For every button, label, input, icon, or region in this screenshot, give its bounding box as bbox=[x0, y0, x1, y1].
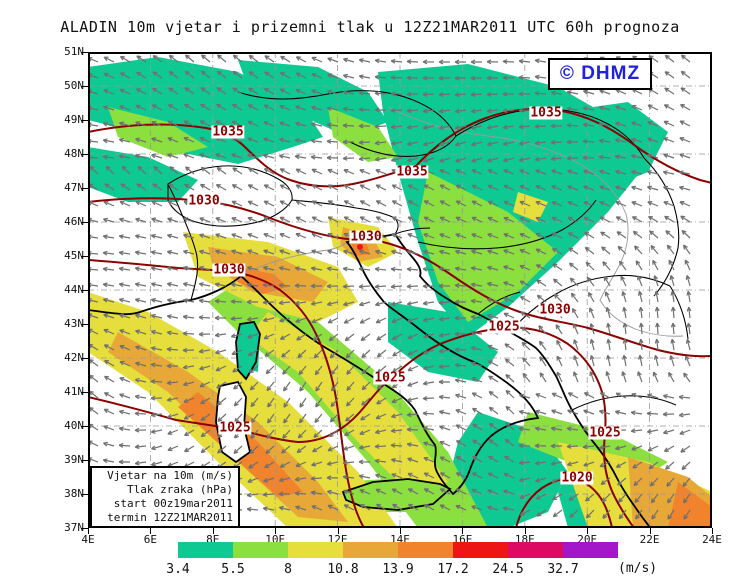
colorbar-value: 32.7 bbox=[547, 562, 579, 577]
lat-tick bbox=[81, 426, 88, 427]
lat-tick bbox=[81, 188, 88, 189]
legend-line-wind: Vjetar na 10m (m/s) bbox=[107, 469, 233, 482]
lat-tick bbox=[81, 290, 88, 291]
colorbar-value: 10.8 bbox=[327, 562, 359, 577]
lat-label: 51N bbox=[64, 45, 84, 58]
isobar-label: 1030 bbox=[538, 302, 572, 318]
lat-label: 47N bbox=[64, 181, 84, 194]
lat-tick bbox=[81, 154, 88, 155]
colorbar-value: 13.9 bbox=[382, 562, 414, 577]
isobar-label: 1025 bbox=[218, 420, 252, 436]
lat-tick bbox=[81, 256, 88, 257]
lon-tick bbox=[275, 528, 277, 534]
copyright-text: © DHMZ bbox=[559, 63, 641, 84]
map-graphic bbox=[88, 52, 712, 528]
lat-label: 48N bbox=[64, 147, 84, 160]
isobar-label: 1030 bbox=[212, 262, 246, 278]
colorbar-segment bbox=[563, 542, 618, 558]
lat-label: 43N bbox=[64, 317, 84, 330]
copyright-box: © DHMZ bbox=[548, 58, 652, 90]
lat-tick bbox=[81, 86, 88, 87]
lat-tick bbox=[81, 494, 88, 495]
colorbar-value: 8 bbox=[284, 562, 292, 577]
isobar-label: 1025 bbox=[588, 425, 622, 441]
isobar-label: 1030 bbox=[349, 229, 383, 245]
lat-tick bbox=[81, 52, 88, 53]
isobar-label: 1020 bbox=[560, 470, 594, 486]
isobar-label: 1030 bbox=[187, 193, 221, 209]
isobar-label: 1035 bbox=[211, 124, 245, 140]
lat-label: 41N bbox=[64, 385, 84, 398]
lon-tick bbox=[150, 528, 152, 534]
isobar-label: 1025 bbox=[487, 319, 521, 335]
river-lines bbox=[242, 106, 684, 337]
isobar-label: 1025 bbox=[373, 370, 407, 386]
colorbar-segment bbox=[178, 542, 233, 558]
lon-label: 22E bbox=[639, 533, 660, 546]
lat-label: 44N bbox=[64, 283, 84, 296]
lat-tick bbox=[81, 528, 88, 529]
lat-label: 39N bbox=[64, 453, 84, 466]
colorbar-value: 3.4 bbox=[166, 562, 190, 577]
colorbar-segment bbox=[233, 542, 288, 558]
lon-label: 24E bbox=[702, 533, 722, 546]
colorbar-unit: (m/s) bbox=[618, 561, 658, 576]
lat-label: 42N bbox=[64, 351, 84, 364]
colorbar-segment bbox=[398, 542, 453, 558]
lat-label: 50N bbox=[64, 79, 84, 92]
lat-tick bbox=[81, 392, 88, 393]
lon-tick bbox=[524, 528, 526, 534]
lat-tick bbox=[81, 222, 88, 223]
legend-line-termin: termin 12Z21MAR2011 bbox=[107, 511, 233, 524]
legend-line-start: start 00z19mar2011 bbox=[113, 497, 233, 510]
wind-arrow-layer bbox=[88, 54, 692, 520]
colorbar-segment bbox=[343, 542, 398, 558]
colorbar-segment bbox=[453, 542, 508, 558]
lon-tick bbox=[587, 528, 589, 534]
map-frame bbox=[88, 52, 712, 528]
lat-tick bbox=[81, 460, 88, 461]
lat-tick bbox=[81, 358, 88, 359]
wind-arrows bbox=[88, 54, 692, 520]
lat-label: 49N bbox=[64, 113, 84, 126]
colorbar-segment bbox=[508, 542, 563, 558]
legend-box: Vjetar na 10m (m/s) Tlak zraka (hPa) sta… bbox=[90, 466, 240, 528]
lon-tick bbox=[400, 528, 401, 534]
lon-tick bbox=[337, 528, 339, 534]
legend-line-pressure: Tlak zraka (hPa) bbox=[127, 483, 233, 496]
isobar-label: 1035 bbox=[529, 105, 563, 121]
border-lines bbox=[167, 90, 689, 411]
lon-tick bbox=[212, 528, 214, 534]
lat-label: 37N bbox=[64, 521, 84, 534]
lon-tick bbox=[712, 528, 713, 534]
lon-tick bbox=[462, 528, 464, 534]
colorbar-value: 5.5 bbox=[221, 562, 245, 577]
colorbar-value: 24.5 bbox=[492, 562, 524, 577]
page-title: ALADIN 10m vjetar i prizemni tlak u 12Z2… bbox=[60, 18, 680, 36]
lat-tick bbox=[81, 324, 88, 325]
lat-label: 45N bbox=[64, 249, 84, 262]
map-canvas: 1035 1030 1035 1035 1030 1030 1030 1025 1025 1025… bbox=[88, 52, 712, 528]
colorbar-segment bbox=[288, 542, 343, 558]
lon-tick bbox=[88, 528, 89, 534]
colorbar-value: 17.2 bbox=[437, 562, 469, 577]
lon-label: 4E bbox=[81, 533, 95, 546]
lat-label: 38N bbox=[64, 487, 84, 500]
isobar-label: 1035 bbox=[395, 164, 429, 180]
lat-label: 40N bbox=[64, 419, 84, 432]
lon-tick bbox=[649, 528, 651, 534]
lon-label: 6E bbox=[143, 533, 158, 546]
lat-tick bbox=[81, 120, 88, 121]
lat-label: 46N bbox=[64, 215, 84, 228]
